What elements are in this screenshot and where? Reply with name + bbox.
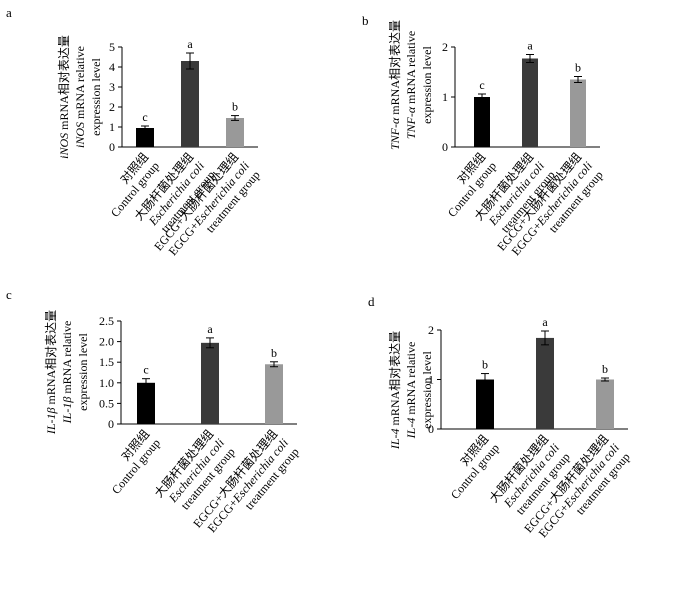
bar [522, 58, 538, 147]
y-tick-label: 2.0 [99, 335, 114, 349]
y-axis-label-line: IL-1β mRNA相对表达量 [44, 310, 58, 435]
significance-letter: c [142, 110, 147, 124]
y-axis-label-line: expression level [89, 58, 103, 136]
significance-letter: b [482, 358, 488, 372]
y-tick-label: 5 [109, 40, 115, 54]
y-tick-label: 0 [428, 422, 434, 436]
y-tick-label: 1.0 [99, 376, 114, 390]
y-tick-label: 1 [442, 90, 448, 104]
y-tick-label: 1 [428, 373, 434, 387]
y-tick-label: 0.5 [99, 396, 114, 410]
y-axis-label-line: IL-4 mRNA relative [404, 342, 418, 440]
significance-letter: a [187, 37, 193, 51]
bar [536, 337, 554, 429]
y-axis-label-line: expression level [420, 46, 434, 124]
chart-panel-d: d IL-4 mRNA相对表达量 IL-4 mRNA relative express… [368, 294, 633, 540]
bar [181, 61, 199, 147]
y-axis-label-line: expression level [420, 351, 434, 429]
y-axis-label-line: iNOS mRNA相对表达量 [57, 35, 71, 159]
significance-letter: a [542, 315, 548, 329]
y-tick-label: 0 [108, 417, 114, 431]
y-tick-label: 4 [109, 60, 115, 74]
bar [596, 379, 614, 429]
y-axis-label-line: iNOS mRNA relative [73, 46, 87, 148]
bar [474, 97, 490, 147]
bar [570, 79, 586, 147]
panel-label: c [6, 287, 12, 302]
y-tick-label: 2 [428, 323, 434, 337]
y-axis-label-line: TNF-α mRNA relative [404, 31, 418, 139]
bar [136, 128, 154, 147]
y-tick-label: 2 [442, 40, 448, 54]
panel-label: b [362, 13, 369, 28]
y-tick-label: 0 [109, 140, 115, 154]
panel-label: d [368, 294, 375, 309]
y-tick-label: 1 [109, 120, 115, 134]
y-tick-label: 0 [442, 140, 448, 154]
significance-letter: c [143, 363, 148, 377]
y-axis-label-line: expression level [76, 333, 90, 411]
significance-letter: a [207, 322, 213, 336]
bar [265, 364, 283, 424]
y-tick-label: 2 [109, 100, 115, 114]
bar [201, 342, 219, 424]
significance-letter: b [575, 61, 581, 75]
significance-letter: b [271, 346, 277, 360]
significance-letter: a [527, 39, 533, 53]
bar [476, 379, 494, 429]
y-tick-label: 2.5 [99, 314, 114, 328]
y-tick-label: 1.5 [99, 355, 114, 369]
significance-letter: b [232, 100, 238, 114]
y-axis-label-line: IL-4 mRNA相对表达量 [388, 331, 402, 450]
bar [226, 118, 244, 147]
significance-letter: c [479, 78, 484, 92]
significance-letter: b [602, 362, 608, 376]
y-axis-label-line: IL-1β mRNA relative [60, 321, 74, 425]
y-axis-label-line: TNF-α mRNA相对表达量 [388, 20, 402, 150]
bar [137, 382, 155, 424]
y-tick-label: 3 [109, 80, 115, 94]
panel-label: a [6, 5, 12, 20]
